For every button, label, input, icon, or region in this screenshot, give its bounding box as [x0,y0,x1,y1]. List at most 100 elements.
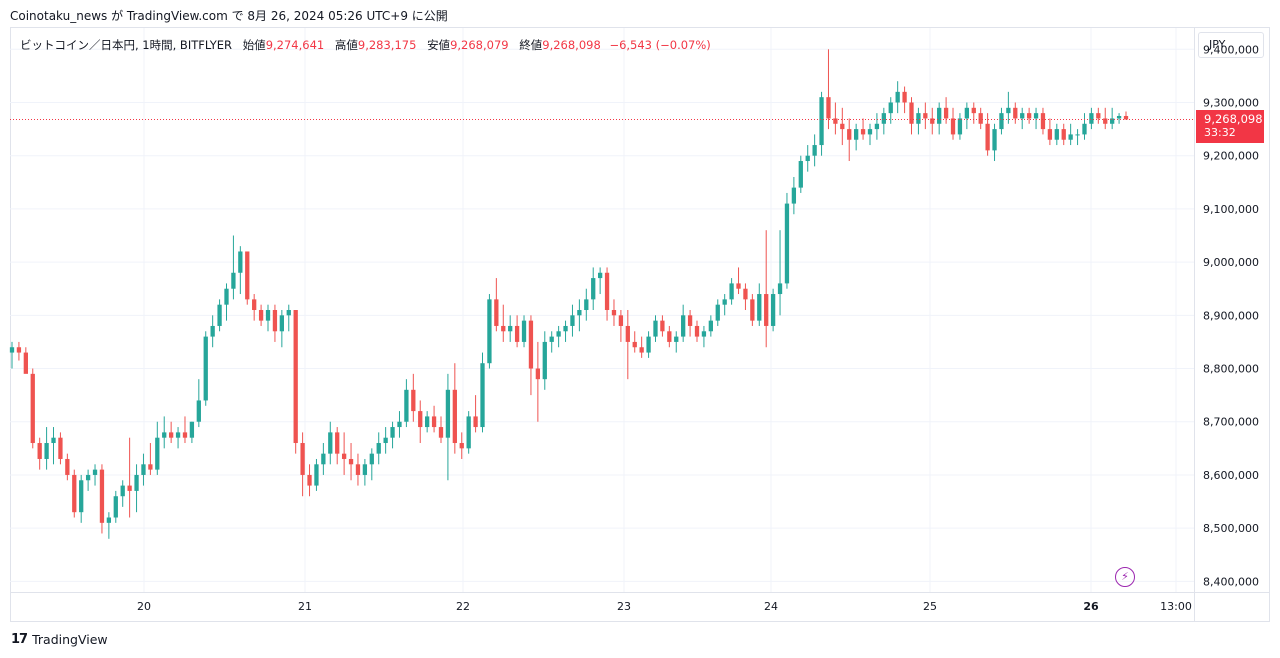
candle-body [501,325,506,332]
candle-body [473,416,478,428]
candle-body [611,310,617,316]
candle-body [314,464,319,486]
candle-body [23,352,28,374]
candle-body [943,107,949,119]
candle-body [279,315,284,332]
candle-body [618,315,624,326]
candle-body [231,272,236,289]
candle-body [597,272,603,279]
candle-body [646,336,651,353]
candle-body [639,347,644,353]
candle-body [341,453,347,459]
chart-frame [10,27,1270,622]
candle-body [514,325,520,342]
candles [9,49,1129,539]
candle-body [245,251,250,300]
candle-body [286,310,291,316]
last-price-value: 9,268,098 [1204,112,1263,127]
candle-body [120,485,125,497]
candle-body [134,474,139,491]
candle-body [881,113,886,124]
candle-body [85,474,91,481]
candle-body [909,102,914,124]
candle-body [847,129,852,140]
candle-body [397,421,402,428]
open-value: 9,274,641 [265,38,325,52]
candle-body [722,299,727,305]
candle-body [293,310,298,444]
candle-body [812,145,817,156]
candle-body [203,336,208,401]
x-tick-label: 13:00 [1160,600,1192,613]
candle-body [162,432,167,438]
candle-body [874,123,880,130]
candle-body [335,432,340,454]
publish-header: Coinotaku_news が TradingView.com で 8月 26… [10,9,448,23]
candle-body [1103,118,1108,124]
close-label: 終値 [519,38,543,52]
candle-body [480,363,485,428]
candle-body [487,299,492,364]
y-tick-label: 8,700,000 [1203,416,1259,429]
candle-body [30,373,35,444]
candle-body [390,427,395,438]
candle-body [445,389,451,438]
candle-body [258,310,264,321]
candle-body [369,453,374,465]
y-tick-label: 8,400,000 [1203,575,1259,588]
candle-body [957,118,963,135]
candle-body [37,443,42,459]
candle-body [660,320,665,332]
candle-body [750,299,755,321]
candle-body [653,320,658,337]
last-price-tag: 9,268,098 33:32 [1196,110,1264,144]
candle-body [168,432,174,438]
candle-body [1006,107,1011,114]
tradingview-logo-text: TradingView [32,632,108,647]
candle-body [1054,129,1059,140]
candle-body [591,278,596,300]
candle-body [604,272,610,310]
candle-body [1013,107,1018,119]
candle-body [508,325,513,332]
candle-body [805,155,810,162]
symbol-label: ビットコイン／日本円, 1時間, BITFLYER [20,38,233,52]
candle-body [238,251,243,273]
candle-body [1033,113,1039,119]
low-value: 9,268,079 [450,38,509,52]
candle-body [1068,134,1073,140]
y-tick-label: 9,100,000 [1203,203,1259,216]
candle-body [155,437,160,470]
candle-body [1116,115,1122,119]
candle-body [79,480,84,513]
candle-body [141,464,146,475]
candle-body [272,310,278,332]
candle-body [425,416,430,428]
candle-body [51,437,56,444]
candle-body [44,443,49,459]
candle-body [584,299,589,310]
grid [10,28,1194,592]
candle-body [916,113,921,124]
y-tick-label: 9,000,000 [1203,256,1259,269]
currency-button[interactable]: JPY [1198,32,1264,58]
candle-body [127,485,132,491]
x-tick-label: 21 [298,600,312,613]
candle-body [1061,129,1066,140]
flash-icon[interactable]: ⚡ [1115,567,1135,587]
candle-body [625,325,630,342]
bar-countdown: 33:32 [1204,126,1236,140]
candle-body [452,389,457,444]
candle-body [362,464,368,475]
candle-body [494,299,499,326]
candle-body [411,389,416,412]
candle-body [978,113,983,124]
candle-body [438,427,444,438]
x-tick-label: 23 [617,600,631,613]
candle-body [265,310,271,321]
tradingview-logo[interactable]: 17 TradingView [11,632,108,647]
y-tick-label: 9,200,000 [1203,150,1259,163]
candle-body [784,203,790,284]
candle-body [729,283,734,300]
